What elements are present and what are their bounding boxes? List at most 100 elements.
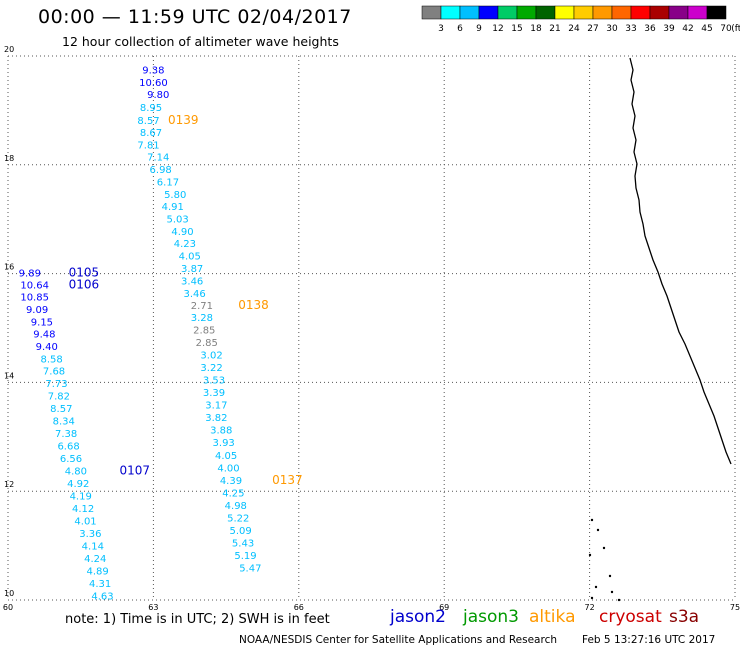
swh-value: 5.47	[239, 563, 261, 574]
colorbar-swatch	[554, 5, 575, 20]
swh-value: 4.89	[87, 567, 109, 578]
swh-value: 9.15	[31, 317, 53, 328]
colorbar-swatch	[535, 5, 556, 20]
chart-subtitle: 12 hour collection of altimeter wave hei…	[62, 34, 339, 49]
colorbar-swatch	[668, 5, 689, 20]
swh-value: 4.63	[91, 592, 113, 603]
swh-value: 5.22	[227, 513, 249, 524]
colorbar-label: 9	[476, 24, 482, 34]
data-marks: 9.3810.609.808.958.578.677.817.146.986.1…	[19, 66, 262, 603]
lakshadweep-islands	[588, 518, 621, 602]
swh-value: 8.57	[50, 404, 72, 415]
swh-value: 8.34	[53, 416, 75, 427]
pass-time-label: 0137	[272, 473, 303, 487]
footnote: note: 1) Time is in UTC; 2) SWH is in fe…	[65, 612, 330, 627]
swh-value: 4.05	[179, 252, 201, 263]
swh-value: 9.40	[36, 342, 58, 353]
y-tick-label: 20	[4, 45, 14, 54]
generated-timestamp: Feb 5 13:27:16 UTC 2017	[582, 634, 716, 646]
swh-value: 4.12	[72, 504, 94, 515]
y-tick-label: 16	[4, 263, 14, 272]
colorbar-swatch	[630, 5, 651, 20]
swh-value: 7.38	[55, 429, 77, 440]
swh-value: 9.48	[33, 329, 55, 340]
colorbar-label: 33	[625, 24, 636, 34]
swh-value: 9.38	[142, 66, 164, 77]
swh-value: 2.71	[191, 301, 213, 312]
swh-value: 4.00	[217, 463, 239, 474]
swh-value: 3.88	[210, 426, 232, 437]
colorbar-label: (ft)	[731, 24, 740, 34]
colorbar-swatch	[478, 5, 499, 20]
swh-value: 7.14	[147, 153, 169, 164]
swh-value: 5.09	[230, 526, 252, 537]
colorbar-label: 70	[720, 24, 732, 34]
y-tick-label: 12	[4, 480, 14, 489]
swh-value: 3.39	[203, 388, 225, 399]
satellite-legend-jason2: jason2	[390, 607, 446, 627]
swh-value: 10.85	[20, 292, 49, 303]
colorbar-label: 3	[438, 24, 444, 34]
swh-value: 3.36	[79, 529, 101, 540]
swh-value: 3.28	[191, 313, 213, 324]
colorbar-swatch	[497, 5, 518, 20]
swh-value: 6.98	[150, 165, 172, 176]
swh-value: 5.43	[232, 538, 254, 549]
pass-time-label: 0105	[69, 266, 100, 280]
swh-value: 3.17	[205, 401, 227, 412]
swh-value: 3.53	[203, 376, 225, 387]
swh-value: 4.19	[70, 492, 92, 503]
x-tick-label: 69	[439, 603, 449, 612]
colorbar-label: 30	[606, 24, 618, 34]
satellite-legend-jason3: jason3	[463, 607, 519, 627]
swh-value: 6.68	[57, 442, 79, 453]
island-dot	[596, 528, 600, 532]
axis-ticks: 60 63 66 69 72 75 10 12 14 16 18 20	[3, 45, 740, 612]
swh-value: 9.80	[147, 90, 169, 101]
swh-value: 4.23	[174, 239, 196, 250]
colorbar-label: 15	[511, 24, 522, 34]
swh-value: 7.73	[45, 379, 67, 390]
swh-value: 2.85	[196, 338, 218, 349]
swh-value: 9.09	[26, 305, 48, 316]
colorbar-label: 36	[644, 24, 656, 34]
swh-value: 4.91	[162, 202, 184, 213]
y-tick-label: 10	[4, 589, 14, 598]
swh-value: 7.82	[48, 391, 70, 402]
swh-value: 3.02	[200, 351, 222, 362]
swh-value: 4.24	[84, 554, 106, 565]
swh-value: 4.01	[74, 517, 96, 528]
swh-value: 4.14	[82, 542, 104, 553]
pass-time-label: 0107	[119, 464, 150, 478]
coastline-india	[629, 57, 732, 465]
satellite-legend-altika: altika	[529, 607, 576, 627]
colorbar-swatch	[687, 5, 708, 20]
swh-value: 4.92	[67, 479, 89, 490]
island-dot	[588, 553, 592, 557]
colorbar-label: 21	[549, 24, 560, 34]
colorbar-swatch	[440, 5, 461, 20]
swh-value: 3.46	[181, 277, 203, 288]
satellite-legend-s3a: s3a	[669, 607, 700, 627]
swh-value: 5.03	[167, 215, 189, 226]
colorbar-swatch	[649, 5, 670, 20]
swh-value: 4.25	[222, 488, 244, 499]
swh-value: 10.64	[20, 280, 49, 291]
colorbar-swatch	[421, 5, 442, 20]
colorbar-swatch	[459, 5, 480, 20]
colorbar-swatch	[706, 5, 727, 20]
y-tick-label: 18	[4, 154, 14, 163]
x-tick-label: 75	[730, 603, 740, 612]
swh-value: 7.81	[137, 141, 159, 152]
swh-value: 8.57	[137, 116, 159, 127]
y-tick-label: 14	[4, 371, 14, 380]
pass-time-label: 0138	[238, 298, 269, 312]
swh-value: 4.31	[89, 579, 111, 590]
swh-value: 8.67	[140, 128, 162, 139]
island-dot	[608, 574, 612, 578]
swh-value: 3.87	[181, 264, 203, 275]
x-tick-label: 66	[294, 603, 304, 612]
